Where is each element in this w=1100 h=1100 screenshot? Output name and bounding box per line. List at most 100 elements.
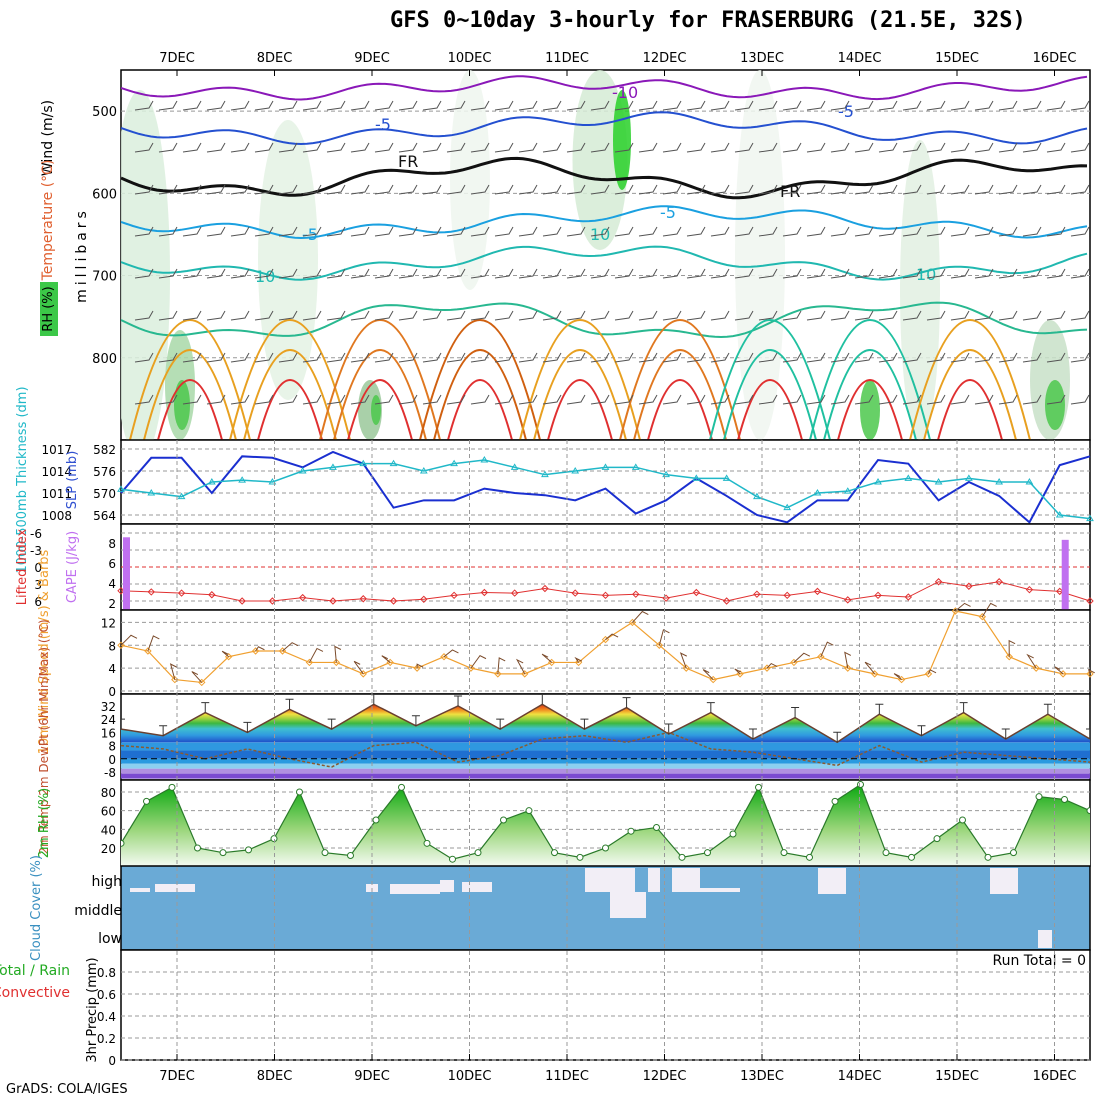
- upper-wind-barb: [278, 352, 298, 363]
- upper-wind-barb: [278, 310, 298, 321]
- upper-wind-barb: [374, 352, 394, 363]
- upper-wind-barb: [158, 142, 178, 153]
- wind-barb: [679, 652, 687, 669]
- cloud-box: [648, 868, 660, 892]
- upper-wind-barb: [734, 394, 754, 405]
- wind-barb: [221, 650, 229, 658]
- wind-barb: [605, 633, 619, 640]
- wind-speed-point: [332, 658, 341, 667]
- rh-shading: [258, 120, 318, 400]
- thickness-point: [934, 478, 943, 485]
- temp-minmax-bar: [1001, 728, 1010, 739]
- wind-speed-point: [682, 664, 690, 672]
- upper-wind-barb: [470, 142, 490, 153]
- temp-minmax-bar: [748, 728, 757, 739]
- wind-barb: [702, 669, 714, 680]
- upper-wind-barb: [1070, 394, 1090, 405]
- upper-wind-barb: [470, 268, 490, 279]
- upper-wind-barb: [278, 100, 298, 111]
- upper-wind-barb: [926, 310, 946, 321]
- date-label-top: 9DEC: [354, 51, 390, 66]
- upper-wind-barb: [1070, 184, 1090, 195]
- date-label-top: 7DEC: [159, 51, 195, 66]
- upper-wind-barb: [494, 142, 514, 153]
- rh-shading: [371, 395, 381, 425]
- upper-wind-barb: [614, 100, 634, 111]
- upper-wind-barb: [326, 268, 346, 279]
- upper-wind-barb: [326, 142, 346, 153]
- wind10m-ylabel: 10m Wind Speed (m/s) & Barbs: [37, 549, 52, 754]
- upper-wind-barb: [974, 184, 994, 195]
- rh-point: [121, 839, 125, 847]
- upper-wind-barb: [758, 184, 778, 195]
- upper-wind-barb: [974, 100, 994, 111]
- upper-wind-barb: [998, 226, 1018, 237]
- wind-barb: [191, 671, 203, 683]
- upper-wind-barb: [1070, 268, 1090, 279]
- temp-contour-warm: [547, 379, 613, 440]
- thickness-point: [268, 478, 277, 485]
- li-point: [420, 595, 428, 604]
- rh-tick: 20: [101, 842, 116, 856]
- temp2m-ylabel: 2m Temp 2m DewPt (6hr Min/Max) (°C): [37, 619, 51, 854]
- upper-wind-barb: [566, 268, 586, 279]
- cloud-box: [672, 868, 700, 892]
- cloud-box: [990, 868, 1018, 894]
- upper-wind-barb: [518, 184, 538, 195]
- upper-wind-barb: [422, 100, 442, 111]
- temp-band: [121, 768, 1090, 774]
- wind-barb: [443, 649, 459, 658]
- temp-minmax-bar: [496, 718, 505, 730]
- upper-wind-barb: [806, 352, 826, 363]
- li-point: [329, 597, 337, 605]
- upper-wind-barb: [518, 352, 538, 363]
- upper-wind-barb: [854, 352, 874, 363]
- temp-minmax-bar: [411, 715, 420, 726]
- upper-wind-barb: [302, 226, 322, 237]
- wind-speed-point: [1005, 653, 1013, 661]
- upper-wind-barb: [950, 142, 970, 153]
- rh-shading: [735, 70, 785, 440]
- li-tick: -3: [30, 544, 42, 558]
- cloud-box: [700, 888, 740, 892]
- upper-wind-barb: [1022, 268, 1042, 279]
- upper-wind-barb: [926, 184, 946, 195]
- upper-wind-barb: [398, 142, 418, 153]
- upper-wind-barb: [182, 142, 202, 153]
- cloud-box: [390, 884, 440, 894]
- rh-point: [474, 849, 482, 857]
- rh-tick: 60: [101, 805, 116, 819]
- upper-wind-barb: [158, 268, 178, 279]
- upper-wind-barb: [230, 310, 250, 321]
- thickness-point: [510, 463, 519, 470]
- rh-point: [449, 855, 456, 863]
- upper-wind-barb: [326, 310, 346, 321]
- precip-ylabel: 3hr Precip (mm): [85, 957, 100, 1062]
- upper-wind-barb: [470, 100, 490, 111]
- upper-wind-barb: [350, 184, 370, 195]
- upper-wind-barb: [374, 142, 394, 153]
- upper-wind-barb: [254, 352, 274, 363]
- temp-contour-warm: [243, 349, 337, 440]
- upper-wind-barb: [1022, 100, 1042, 111]
- upper-wind-barb: [542, 310, 562, 321]
- temp-contour-minus5: [121, 111, 1088, 146]
- li-point: [208, 591, 216, 599]
- upper-wind-barb: [1022, 352, 1042, 363]
- contour-label: -5: [660, 203, 676, 222]
- upper-wind-barb: [494, 184, 514, 195]
- upper-wind-barb: [542, 394, 562, 405]
- upper-wind-barb: [998, 268, 1018, 279]
- upper-wind-barb: [950, 310, 970, 321]
- wind-barb: [416, 663, 424, 669]
- thickness-tick: 564: [93, 509, 116, 523]
- upper-wind-barb: [134, 226, 154, 237]
- upper-wind-barb: [806, 394, 826, 405]
- temp-minmax-bar: [121, 718, 125, 730]
- rh-shading: [174, 380, 190, 430]
- upper-wind-barb: [878, 394, 898, 405]
- upper-wind-barb: [830, 268, 850, 279]
- upper-wind-barb: [662, 142, 682, 153]
- upper-wind-barb: [710, 226, 730, 237]
